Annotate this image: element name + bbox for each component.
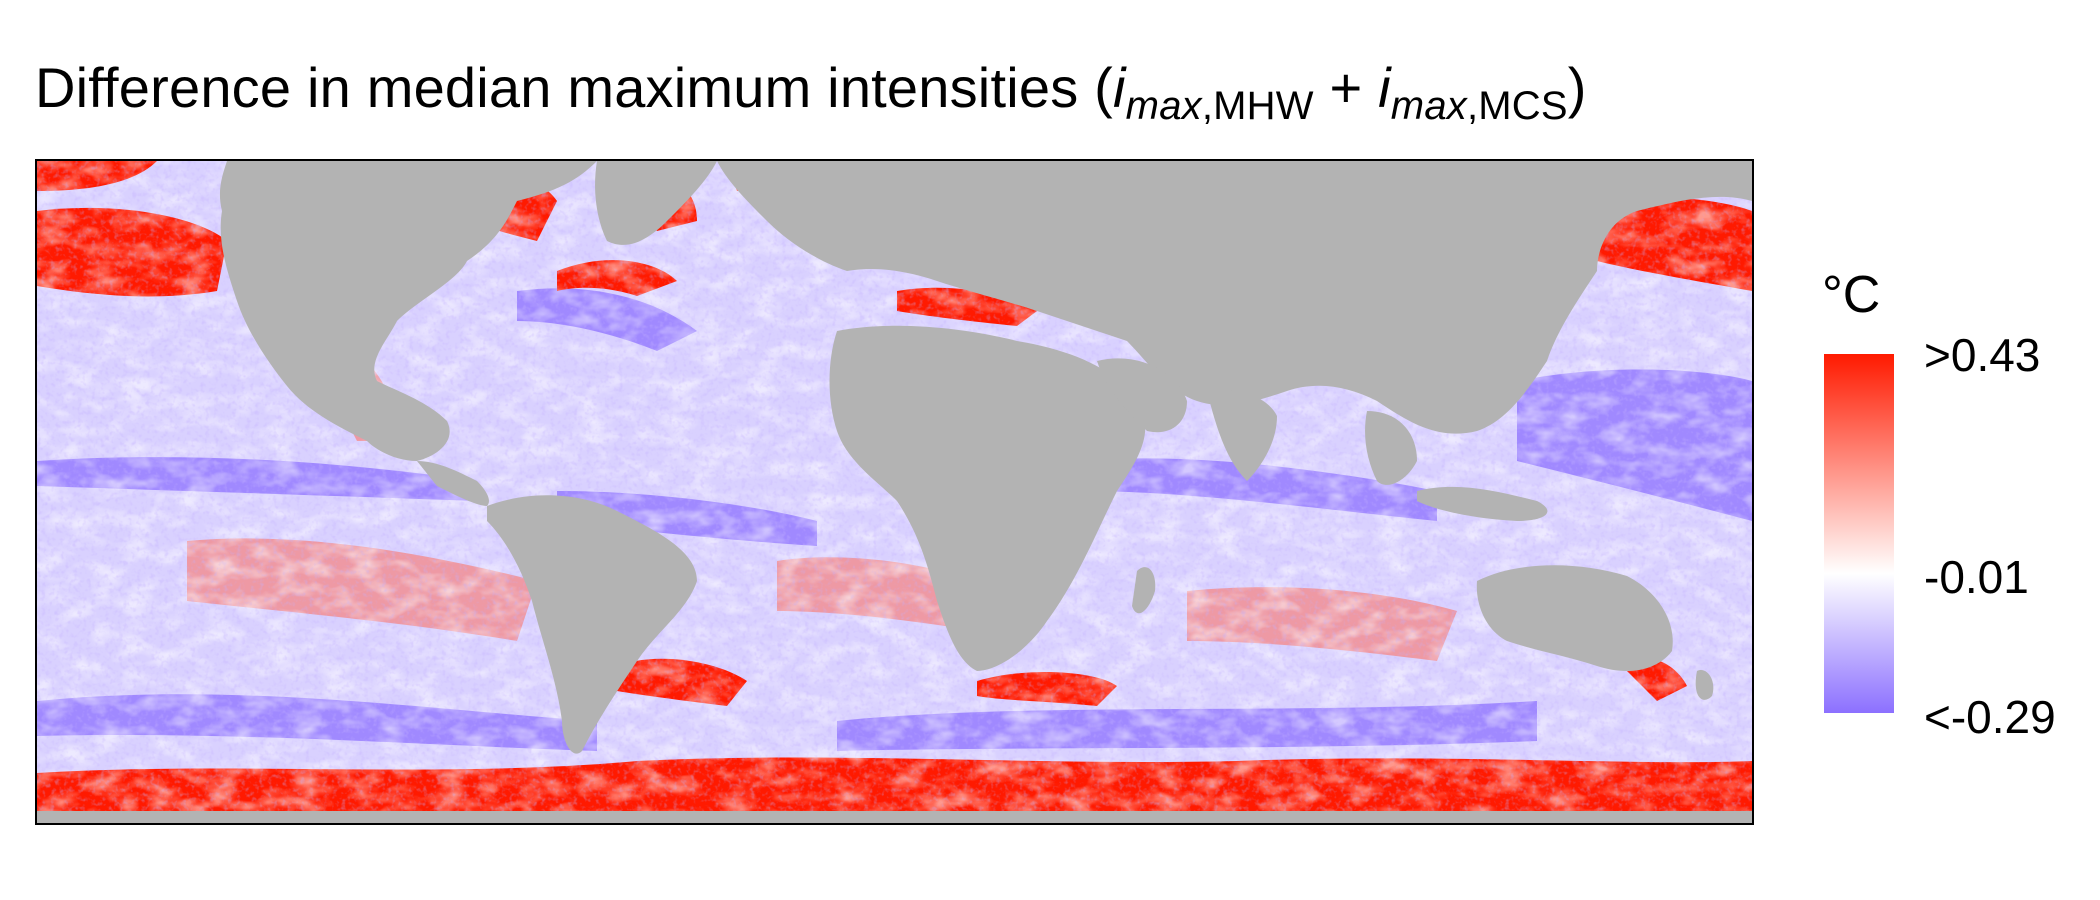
land-north-america — [219, 161, 597, 461]
land-new-zealand — [1695, 670, 1714, 700]
chart-title: Difference in median maximum intensities… — [35, 55, 1587, 126]
land-africa — [829, 325, 1146, 671]
legend-unit: °C — [1822, 266, 1881, 324]
land-india — [1207, 389, 1277, 481]
world-map — [35, 159, 1754, 825]
title-term1-sub-text: ,MHW — [1201, 84, 1314, 128]
title-term1-sub-italic: max — [1125, 84, 1202, 128]
title-plus: + — [1313, 56, 1379, 119]
land-australia — [1476, 565, 1673, 671]
land-southeast-asia — [1365, 411, 1417, 485]
land-central-america — [417, 461, 489, 506]
title-suffix: ) — [1567, 56, 1587, 119]
landmasses — [37, 161, 1752, 823]
title-term2-subscript: max,MCS — [1391, 84, 1568, 128]
land-europe-asia — [717, 161, 1752, 434]
legend-colorbar — [1824, 354, 1894, 713]
land-south-america — [487, 495, 697, 754]
land-indonesia — [1417, 486, 1548, 521]
title-term1-symbol: i — [1113, 56, 1126, 119]
title-prefix: Difference in median maximum intensities… — [35, 56, 1114, 119]
legend-gradient — [1824, 354, 1894, 713]
land-arabia — [1097, 358, 1187, 433]
title-term2-sub-text: ,MCS — [1466, 84, 1568, 128]
land-madagascar — [1132, 567, 1156, 614]
land-greenland — [595, 161, 717, 245]
title-term1-subscript: max,MHW — [1126, 84, 1314, 128]
legend-label-min: <-0.29 — [1924, 691, 2056, 743]
title-term2-symbol: i — [1378, 56, 1391, 119]
legend-label-max: >0.43 — [1924, 329, 2041, 381]
legend-label-mid: -0.01 — [1924, 551, 2029, 603]
title-term2-sub-italic: max — [1390, 84, 1467, 128]
land-antarctica — [37, 811, 1752, 823]
